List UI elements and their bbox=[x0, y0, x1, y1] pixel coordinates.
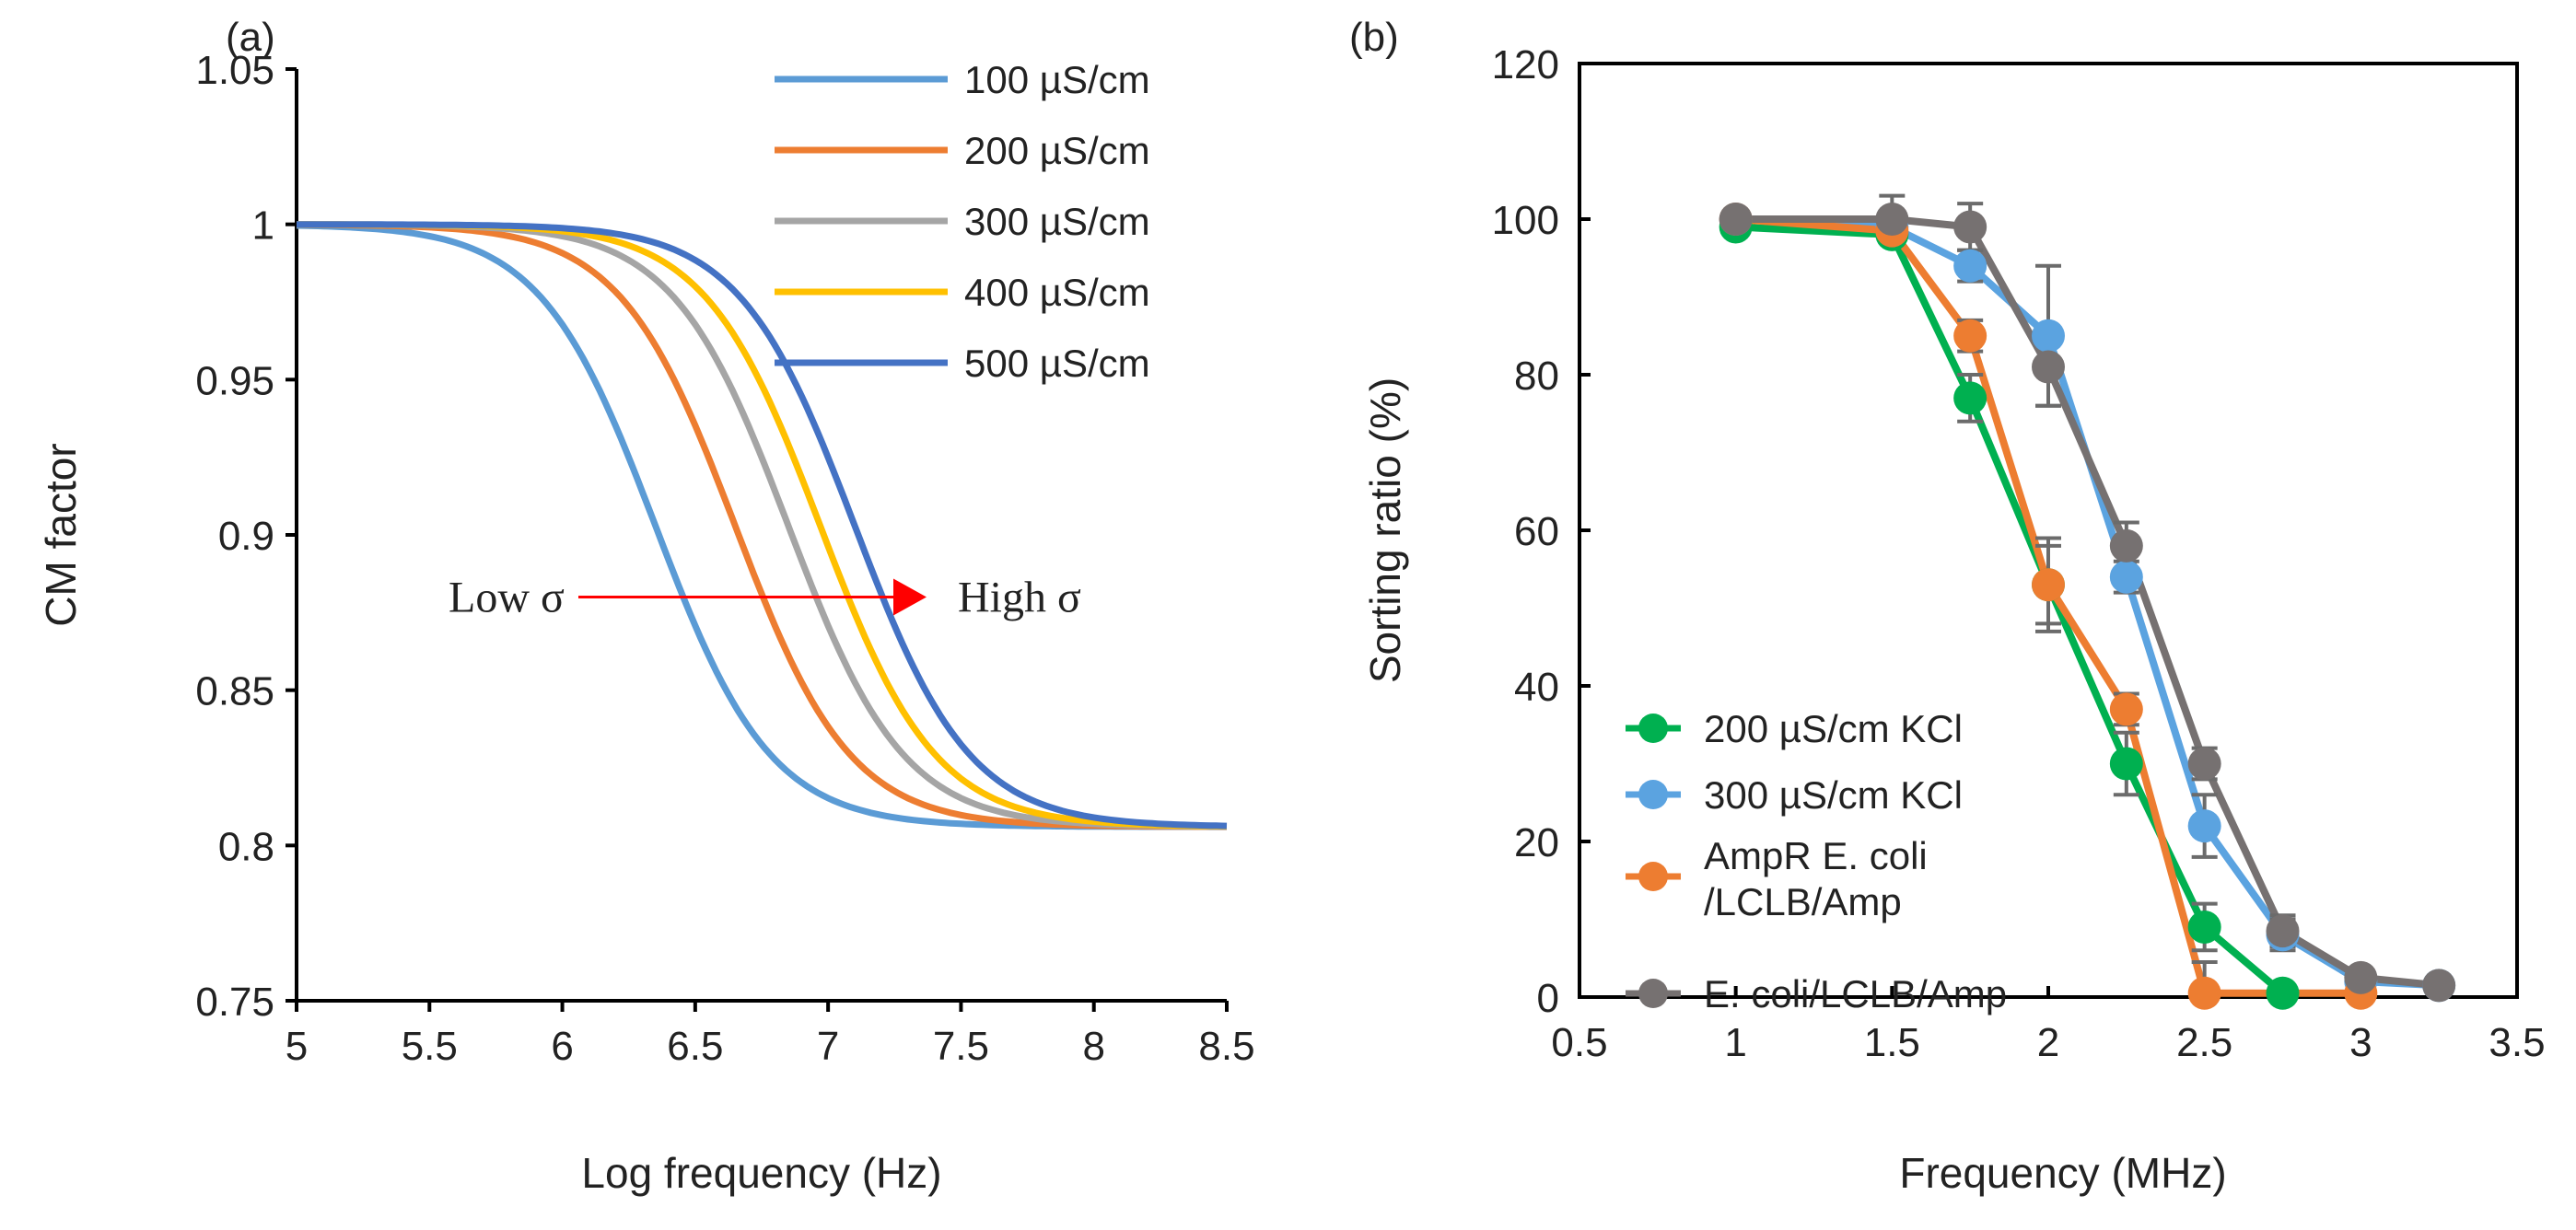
series-line-200-S-cm-KCl bbox=[1735, 223, 2286, 996]
y-tick-label: 0.8 bbox=[218, 824, 274, 869]
y-tick-label: 60 bbox=[1514, 509, 1559, 554]
legend-marker bbox=[1638, 714, 1668, 743]
series-line-200-S-cm bbox=[297, 221, 1227, 830]
y-tick-label: 1.05 bbox=[195, 48, 274, 93]
y-tick-label: 20 bbox=[1514, 820, 1559, 865]
data-point bbox=[1953, 249, 1987, 283]
x-tick-label: 7.5 bbox=[933, 1024, 989, 1069]
data-point bbox=[2109, 692, 2143, 726]
y-tick-label: 80 bbox=[1514, 354, 1559, 399]
data-point bbox=[2032, 350, 2065, 384]
annotation-arrow-head-icon bbox=[893, 578, 927, 616]
data-point bbox=[2266, 914, 2300, 948]
data-point bbox=[1953, 319, 1987, 353]
x-tick-label: 6 bbox=[551, 1024, 573, 1069]
data-point bbox=[2422, 969, 2456, 1003]
data-point bbox=[2344, 960, 2378, 994]
y-tick-label: 1 bbox=[252, 203, 274, 249]
data-point bbox=[2109, 528, 2143, 563]
legend-label: 400 µS/cm bbox=[964, 271, 1150, 314]
y-tick-label: 120 bbox=[1492, 42, 1559, 87]
y-tick-label: 0.75 bbox=[195, 980, 274, 1025]
data-point bbox=[2187, 910, 2221, 944]
x-tick-label: 3 bbox=[2349, 1020, 2372, 1065]
x-tick-label: 5.5 bbox=[402, 1024, 458, 1069]
annotation-low-sigma: Low σ bbox=[449, 573, 565, 621]
data-point bbox=[2109, 747, 2143, 781]
data-point bbox=[2187, 809, 2221, 843]
legend-label: 300 µS/cm KCl bbox=[1704, 773, 1963, 817]
x-tick-label: 2.5 bbox=[2176, 1020, 2232, 1065]
series-line-300-S-cm bbox=[297, 221, 1228, 830]
x-tick-label: 1.5 bbox=[1864, 1020, 1920, 1065]
panel-b: (b) Sorting ratio (%) Frequency (MHz) 0 2… bbox=[1349, 15, 2546, 1197]
data-point bbox=[1953, 210, 1987, 244]
y-tick-label: 0.9 bbox=[218, 514, 274, 559]
legend-marker bbox=[1638, 780, 1668, 809]
panel-a-y-axis-title: CM factor bbox=[37, 443, 85, 626]
data-point bbox=[2032, 568, 2065, 602]
data-point bbox=[2032, 319, 2065, 353]
series-line-500-S-cm bbox=[297, 221, 1228, 830]
panel-b-x-axis-title: Frequency (MHz) bbox=[1899, 1149, 2226, 1197]
y-tick-label: 0.85 bbox=[195, 669, 274, 714]
data-point bbox=[1875, 203, 1909, 236]
panel-a-x-axis-title: Log frequency (Hz) bbox=[581, 1149, 941, 1197]
x-tick-label: 2 bbox=[2037, 1020, 2059, 1065]
legend-marker bbox=[1638, 862, 1668, 891]
data-point bbox=[1953, 381, 1987, 415]
legend-label: E. coli/LCLB/Amp bbox=[1704, 972, 2007, 1015]
panel-a-label: (a) bbox=[226, 15, 275, 60]
annotation-high-sigma: High σ bbox=[958, 573, 1081, 621]
y-tick-label: 40 bbox=[1514, 665, 1559, 710]
legend-label: 200 µS/cm bbox=[964, 129, 1150, 172]
data-point bbox=[1719, 203, 1753, 236]
data-point bbox=[2187, 747, 2221, 781]
legend-label: 500 µS/cm bbox=[964, 342, 1150, 385]
y-tick-label: 0.95 bbox=[195, 358, 274, 403]
series-line-100-S-cm bbox=[296, 222, 1227, 830]
x-tick-label: 1 bbox=[1724, 1020, 1746, 1065]
legend-label: 300 µS/cm bbox=[964, 200, 1150, 243]
y-tick-label: 100 bbox=[1492, 198, 1559, 243]
legend-label: 100 µS/cm bbox=[964, 58, 1150, 101]
x-tick-label: 7 bbox=[817, 1024, 839, 1069]
x-tick-label: 0.5 bbox=[1551, 1020, 1607, 1065]
x-tick-label: 8.5 bbox=[1198, 1024, 1254, 1069]
series-line-400-S-cm bbox=[297, 221, 1227, 830]
x-tick-label: 8 bbox=[1082, 1024, 1104, 1069]
legend-marker bbox=[1638, 979, 1668, 1008]
panel-b-y-axis-title: Sorting ratio (%) bbox=[1361, 377, 1409, 683]
legend-label: AmpR E. coli bbox=[1704, 834, 1928, 877]
x-tick-label: 5 bbox=[286, 1024, 308, 1069]
legend-label: /LCLB/Amp bbox=[1704, 880, 1902, 923]
panel-b-label: (b) bbox=[1349, 15, 1399, 60]
data-point bbox=[2109, 560, 2143, 594]
x-tick-label: 6.5 bbox=[667, 1024, 723, 1069]
legend-label: 200 µS/cm KCl bbox=[1704, 707, 1963, 750]
data-point bbox=[2266, 976, 2300, 1010]
y-tick-label: 0 bbox=[1537, 976, 1559, 1021]
x-tick-label: 3.5 bbox=[2489, 1020, 2545, 1065]
panel-a: (a) CM factor Log frequency (Hz) 0.75 0.8… bbox=[37, 15, 1255, 1197]
data-point bbox=[2187, 976, 2221, 1010]
